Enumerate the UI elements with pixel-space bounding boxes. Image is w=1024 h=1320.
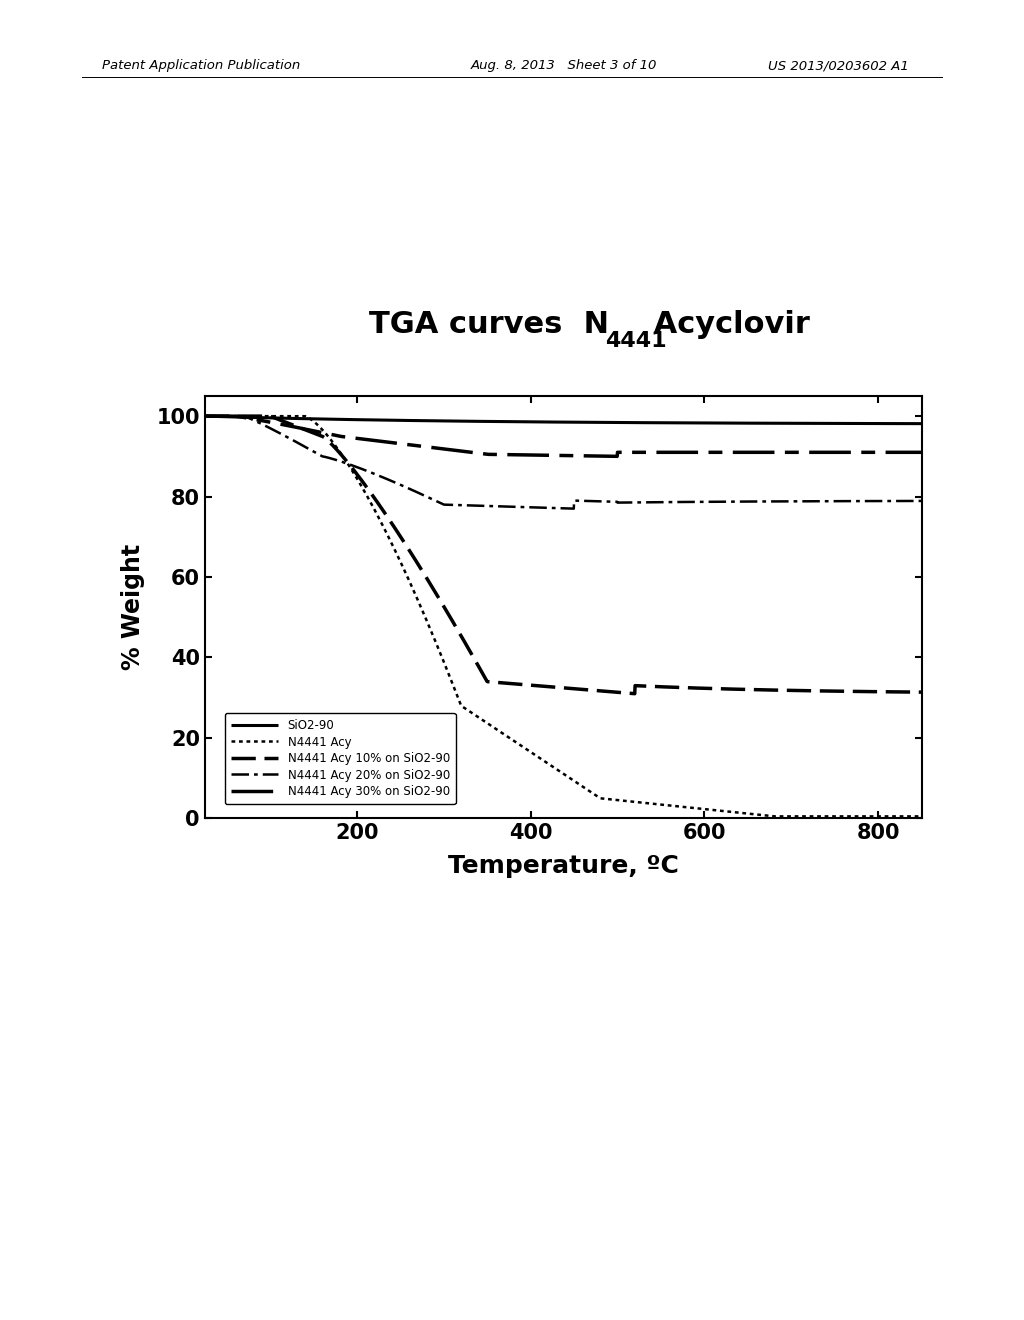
Y-axis label: % Weight: % Weight bbox=[121, 544, 145, 671]
Text: TGA curves  N: TGA curves N bbox=[369, 310, 608, 339]
Text: Patent Application Publication: Patent Application Publication bbox=[102, 59, 301, 73]
Text: Aug. 8, 2013   Sheet 3 of 10: Aug. 8, 2013 Sheet 3 of 10 bbox=[471, 59, 657, 73]
Text: 4441: 4441 bbox=[605, 331, 667, 351]
Text: US 2013/0203602 A1: US 2013/0203602 A1 bbox=[768, 59, 908, 73]
Text: Acyclovir: Acyclovir bbox=[643, 310, 810, 339]
X-axis label: Temperature, ºC: Temperature, ºC bbox=[447, 854, 679, 878]
Legend: SiO2-90, N4441 Acy, N4441 Acy 10% on SiO2-90, N4441 Acy 20% on SiO2-90, N4441 Ac: SiO2-90, N4441 Acy, N4441 Acy 10% on SiO… bbox=[225, 713, 456, 804]
